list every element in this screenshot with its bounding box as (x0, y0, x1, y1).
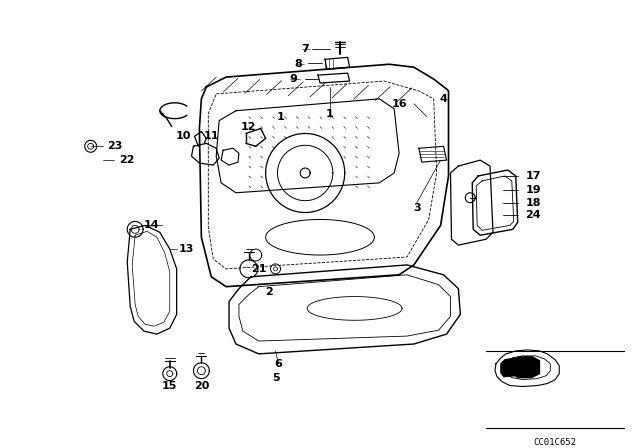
Polygon shape (513, 357, 540, 378)
Text: 12: 12 (241, 121, 257, 132)
Text: 2: 2 (265, 287, 273, 297)
Polygon shape (300, 168, 310, 178)
Text: 7: 7 (301, 44, 309, 54)
Text: 10: 10 (176, 131, 191, 142)
Text: 19: 19 (525, 185, 541, 195)
Text: 17: 17 (525, 171, 541, 181)
Text: 22: 22 (120, 155, 135, 165)
Text: 9: 9 (289, 74, 297, 84)
Text: 8: 8 (294, 59, 302, 69)
Text: 24: 24 (525, 211, 541, 220)
Text: 6: 6 (275, 359, 282, 369)
Text: 18: 18 (525, 198, 541, 207)
Text: 1: 1 (326, 109, 334, 119)
Text: 20: 20 (194, 380, 209, 391)
Text: 16: 16 (391, 99, 407, 109)
Text: 4: 4 (440, 94, 447, 104)
Text: 5: 5 (272, 373, 279, 383)
Text: 15: 15 (162, 380, 177, 391)
Text: 14: 14 (144, 220, 160, 230)
Polygon shape (501, 358, 516, 377)
Text: 23: 23 (107, 141, 122, 151)
Text: 3: 3 (413, 202, 420, 213)
Text: 13: 13 (179, 244, 194, 254)
Text: 1: 1 (276, 112, 284, 122)
Text: 11: 11 (204, 131, 219, 142)
Text: 21: 21 (251, 264, 266, 274)
Text: CC01C652: CC01C652 (534, 438, 577, 447)
